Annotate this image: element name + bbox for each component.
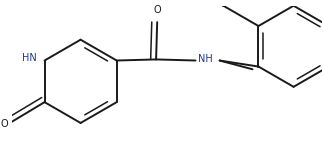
Text: HN: HN — [22, 53, 37, 63]
Text: NH: NH — [198, 54, 213, 64]
Text: O: O — [1, 119, 8, 129]
Text: O: O — [153, 5, 161, 14]
